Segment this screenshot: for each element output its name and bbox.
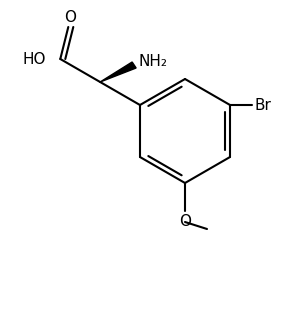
Text: O: O [179, 214, 191, 229]
Text: HO: HO [23, 52, 46, 66]
Text: NH₂: NH₂ [138, 54, 167, 70]
Polygon shape [100, 62, 136, 82]
Text: Br: Br [254, 98, 271, 112]
Text: O: O [64, 10, 76, 25]
